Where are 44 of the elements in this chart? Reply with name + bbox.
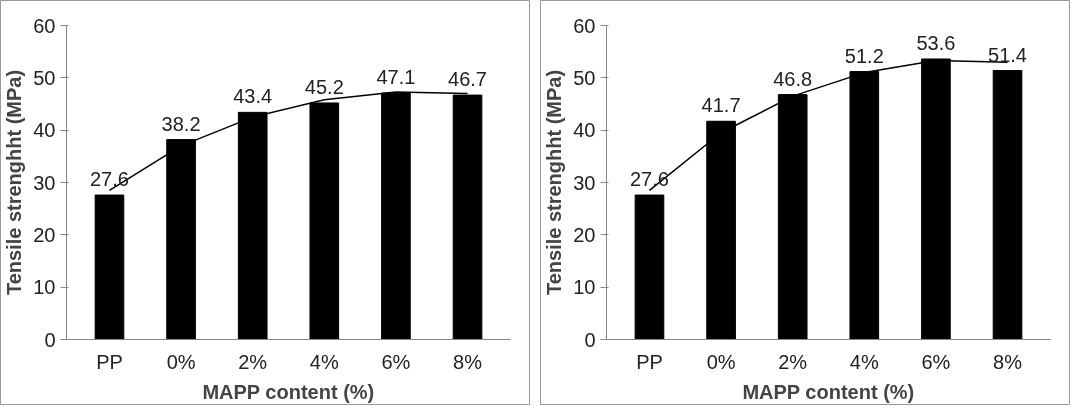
y-tick-label: 40 [573, 119, 596, 142]
y-tick-label: 40 [33, 119, 56, 142]
data-label: 46.7 [448, 68, 488, 91]
y-axis-title: Tensile strenghht (MPa) [543, 69, 566, 296]
data-label: 41.7 [701, 94, 741, 117]
x-axis-title: MAPP content (%) [202, 380, 375, 403]
data-label: 46.8 [773, 67, 813, 90]
y-tick-label: 30 [33, 171, 56, 194]
x-tick-label: 0% [706, 350, 736, 373]
data-label: 53.6 [916, 31, 956, 54]
x-tick-label: 8% [453, 350, 483, 373]
x-tick-label: 2% [238, 350, 268, 373]
y-tick-label: 30 [573, 171, 596, 194]
data-label: 45.2 [304, 75, 344, 98]
x-axis-title: MAPP content (%) [742, 380, 915, 403]
y-tick-label: 60 [33, 14, 56, 37]
x-tick-label: 2% [778, 350, 808, 373]
bar [94, 194, 125, 340]
y-tick-label: 60 [573, 14, 596, 37]
data-label: 43.4 [233, 85, 273, 108]
y-tick-label: 20 [573, 223, 596, 246]
x-tick-label: 6% [921, 350, 951, 373]
data-label: 51.4 [988, 43, 1028, 66]
x-tick-label: PP [636, 350, 663, 373]
x-tick-label: 4% [849, 350, 879, 373]
y-tick-label: 0 [584, 328, 596, 351]
y-axis-title: Tensile strenghht (MPa) [3, 69, 26, 296]
x-tick-label: 4% [309, 350, 339, 373]
bar [634, 194, 665, 340]
y-tick-label: 10 [33, 276, 56, 299]
y-tick-label: 50 [33, 66, 56, 89]
y-tick-label: 10 [573, 276, 596, 299]
x-tick-label: 8% [993, 350, 1023, 373]
x-tick-label: 6% [381, 350, 411, 373]
y-tick-label: 0 [44, 328, 56, 351]
data-label: 47.1 [376, 66, 416, 89]
bar [992, 70, 1023, 340]
data-label: 27.6 [90, 168, 129, 191]
data-label: 38.2 [161, 112, 201, 135]
x-tick-label: 0% [166, 350, 196, 373]
y-tick-label: 20 [33, 223, 56, 246]
data-label: 51.2 [844, 44, 884, 67]
y-tick-label: 50 [573, 66, 596, 89]
x-tick-label: PP [96, 350, 123, 373]
